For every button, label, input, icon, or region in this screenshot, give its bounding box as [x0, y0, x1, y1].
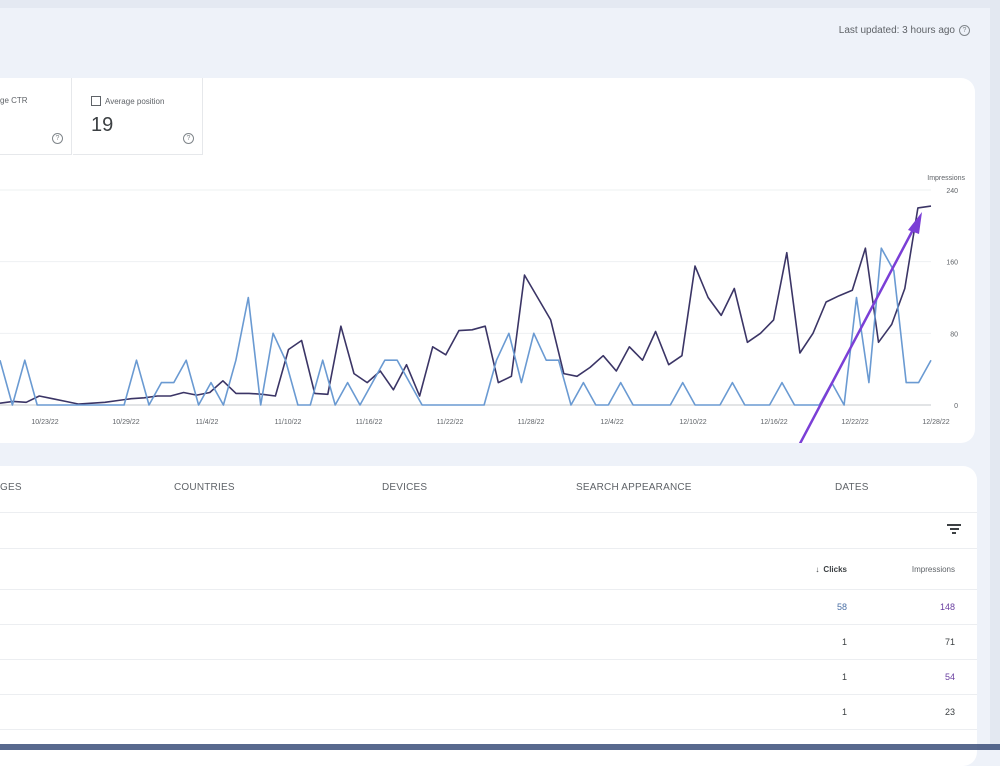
dimension-tabs: GES COUNTRIES DEVICES SEARCH APPEARANCE … [0, 466, 977, 513]
x-tick-label: 12/16/22 [760, 419, 787, 426]
tab-pages[interactable]: GES [0, 482, 22, 493]
scrollbar-track[interactable] [990, 0, 1000, 750]
column-clicks-label: Clicks [823, 565, 847, 574]
top-strip [0, 0, 990, 8]
metric-ctr-label: ge CTR [0, 96, 28, 105]
x-tick-label: 10/29/22 [112, 419, 139, 426]
last-updated-text: Last updated: 3 hours ago [838, 25, 955, 36]
cell-impressions: 71 [944, 637, 955, 647]
performance-line-chart: 240 160 80 0 Impressions 10/23/22 10/29/22 11/4… [0, 175, 966, 443]
filter-icon[interactable] [947, 524, 961, 536]
annotation-arrow-head [908, 212, 922, 234]
table-card: GES COUNTRIES DEVICES SEARCH APPEARANCE … [0, 466, 977, 766]
cell-clicks: 1 [841, 672, 847, 682]
arrow-down-icon: ↓ [815, 565, 820, 574]
table-row[interactable]: 1 71 [0, 625, 977, 660]
help-icon[interactable]: ? [183, 133, 194, 144]
help-icon[interactable]: ? [52, 133, 63, 144]
help-icon[interactable]: ? [959, 25, 970, 36]
tab-countries[interactable]: COUNTRIES [174, 482, 235, 493]
x-tick-label: 12/10/22 [679, 419, 706, 426]
metric-position-value: 19 [91, 114, 114, 136]
cell-clicks: 58 [836, 602, 847, 612]
table-header: ↓ Clicks Impressions [0, 549, 977, 590]
performance-chart-card: ge CTR ? Average position 19 ? 240 160 80 0… [0, 78, 975, 443]
annotation-arrow-shaft [798, 222, 918, 443]
series-line-impressions [0, 205, 932, 405]
column-clicks[interactable]: ↓ Clicks [815, 565, 847, 574]
right-axis-label: Impressions [927, 175, 965, 182]
x-tick-label: 12/4/22 [600, 419, 623, 426]
right-tick-label: 80 [950, 331, 958, 338]
metric-ctr-label-text: ge CTR [0, 96, 28, 105]
x-tick-label: 10/23/22 [31, 419, 58, 426]
cell-impressions: 23 [944, 707, 955, 717]
x-tick-label: 11/4/22 [196, 419, 219, 426]
metric-ctr[interactable]: ge CTR ? [0, 78, 72, 155]
cell-impressions: 148 [939, 602, 955, 612]
right-tick-label: 160 [946, 260, 958, 267]
x-tick-label: 12/28/22 [922, 419, 949, 426]
metric-average-position[interactable]: Average position 19 ? [73, 78, 203, 155]
last-updated: Last updated: 3 hours ago ? [839, 25, 970, 36]
table-row[interactable]: 1 54 [0, 660, 977, 695]
x-tick-label: 11/10/22 [275, 419, 302, 426]
tab-devices[interactable]: DEVICES [382, 482, 428, 493]
right-tick-label: 240 [946, 188, 958, 195]
filter-row [0, 512, 977, 549]
x-tick-label: 11/22/22 [437, 419, 464, 426]
table-row[interactable]: 58 148 [0, 590, 977, 625]
series-line-clicks [0, 247, 932, 406]
metric-position-label-text: Average position [105, 96, 165, 106]
metric-position-label: Average position [91, 96, 164, 106]
bottom-edge [0, 744, 1000, 750]
table-row[interactable]: 1 23 [0, 695, 977, 730]
cell-clicks: 1 [841, 707, 847, 717]
tab-dates[interactable]: DATES [835, 482, 869, 493]
column-impressions[interactable]: Impressions [911, 565, 955, 574]
cell-impressions: 54 [944, 672, 955, 682]
right-tick-label: 0 [954, 403, 958, 410]
position-checkbox[interactable] [91, 96, 101, 106]
tab-search-appearance[interactable]: SEARCH APPEARANCE [576, 482, 692, 493]
x-tick-label: 12/22/22 [841, 419, 868, 426]
x-tick-label: 11/28/22 [518, 419, 545, 426]
x-tick-label: 11/16/22 [356, 419, 383, 426]
cell-clicks: 1 [841, 637, 847, 647]
